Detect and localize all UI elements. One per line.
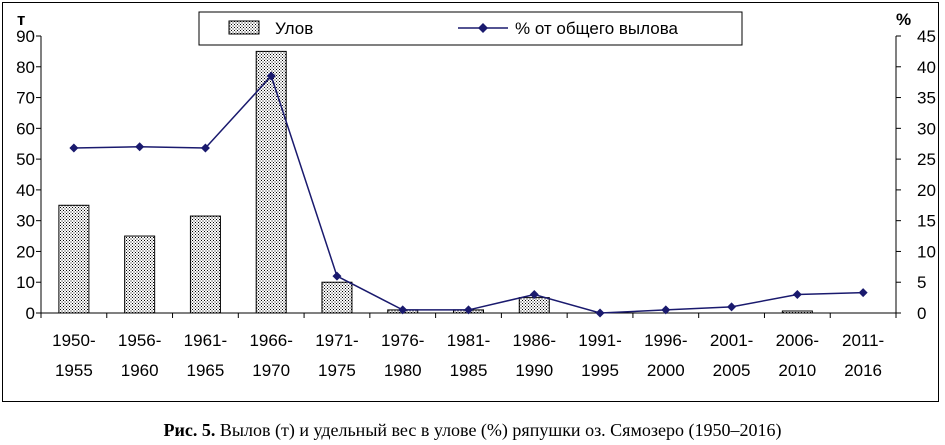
x-tick-label-line2: 1975 xyxy=(318,361,356,380)
x-tick-label-line2: 1965 xyxy=(187,361,225,380)
x-tick-label-line2: 1995 xyxy=(581,361,619,380)
figure-label: Рис. 5. xyxy=(163,420,216,440)
axes-group xyxy=(36,35,901,318)
y-right-tick-label: 0 xyxy=(917,304,926,323)
y-right-tick-label: 10 xyxy=(917,242,936,261)
line-marker xyxy=(661,305,671,315)
labels-group: 0 10 20 30 40 50 60 70 80 90 0 5 10 15 20 25 30 35 40 45 195… xyxy=(16,27,936,380)
y-left-tick-label: 40 xyxy=(16,181,35,200)
x-tick-label-line2: 1980 xyxy=(384,361,422,380)
y-left-tick-label: 60 xyxy=(16,119,35,138)
line-series-group xyxy=(69,71,868,318)
x-tick-label-line1: 1991- xyxy=(578,331,621,350)
y-right-tick-label: 35 xyxy=(917,89,936,108)
chart-svg: 0 10 20 30 40 50 60 70 80 90 0 5 10 15 20 25 30 35 40 45 195… xyxy=(16,10,936,380)
y-left-tick-label: 20 xyxy=(16,242,35,261)
y-right-tick-label: 15 xyxy=(917,212,936,231)
y-left-tick-label: 30 xyxy=(16,212,35,231)
y-left-tick-label: 0 xyxy=(26,304,35,323)
y-right-tick-label: 45 xyxy=(917,27,936,46)
line-marker xyxy=(727,302,737,312)
x-tick-label-line2: 1985 xyxy=(450,361,488,380)
y-right-tick-label: 40 xyxy=(917,58,936,77)
x-tick-label-line1: 1961- xyxy=(184,331,227,350)
y-right-unit: % xyxy=(896,10,911,29)
x-tick-label-line1: 1986- xyxy=(513,331,556,350)
bar xyxy=(124,235,156,314)
x-tick-label-line2: 2005 xyxy=(713,361,751,380)
bar xyxy=(189,215,221,314)
bars-group xyxy=(58,50,813,314)
legend-bar-label: Улов xyxy=(275,19,313,38)
x-tick-label-line1: 1971- xyxy=(315,331,358,350)
figure-caption-text: Вылов (т) и удельный вес в улове (%) ряп… xyxy=(219,420,782,440)
legend-line-label: % от общего вылова xyxy=(515,19,679,38)
x-tick-label-line1: 1996- xyxy=(644,331,687,350)
bar xyxy=(58,204,90,314)
line-marker xyxy=(792,290,802,300)
y-right-tick-label: 5 xyxy=(917,273,926,292)
bar xyxy=(781,310,813,314)
bar xyxy=(321,281,353,314)
legend: Улов % от общего вылова xyxy=(198,11,743,46)
line-marker xyxy=(266,71,276,81)
chart-frame: 0 10 20 30 40 50 60 70 80 90 0 5 10 15 20 25 30 35 40 45 195… xyxy=(2,2,939,402)
x-tick-label-line2: 1960 xyxy=(121,361,159,380)
x-tick-label-line1: 1956- xyxy=(118,331,161,350)
y-right-tick-label: 25 xyxy=(917,150,936,169)
x-tick-label-line1: 1981- xyxy=(447,331,490,350)
y-left-tick-label: 80 xyxy=(16,58,35,77)
y-right-tick-label: 20 xyxy=(917,181,936,200)
legend-bar-swatch xyxy=(228,20,260,35)
line-marker xyxy=(200,143,210,153)
x-tick-label-line2: 2016 xyxy=(844,361,882,380)
x-tick-label-line1: 1976- xyxy=(381,331,424,350)
line-marker xyxy=(398,305,408,315)
y-left-tick-label: 50 xyxy=(16,150,35,169)
line-marker xyxy=(332,271,342,281)
x-tick-label-line1: 1950- xyxy=(52,331,95,350)
x-tick-label-line2: 2000 xyxy=(647,361,685,380)
bar xyxy=(255,50,287,314)
line-marker xyxy=(595,308,605,318)
y-left-tick-label: 10 xyxy=(16,273,35,292)
y-left-unit: т xyxy=(17,10,25,29)
x-tick-label-line2: 1970 xyxy=(252,361,290,380)
x-tick-label-line1: 2001- xyxy=(710,331,753,350)
y-right-tick-label: 30 xyxy=(917,119,936,138)
line-marker xyxy=(858,288,868,298)
x-tick-label-line1: 1966- xyxy=(249,331,292,350)
line-marker xyxy=(69,143,79,153)
x-tick-label-line2: 1990 xyxy=(515,361,553,380)
x-tick-label-line1: 2006- xyxy=(776,331,819,350)
bar xyxy=(518,297,550,314)
line-marker xyxy=(464,305,473,315)
figure-caption: Рис. 5. Вылов (т) и удельный вес в улове… xyxy=(0,420,945,441)
y-left-tick-label: 90 xyxy=(16,27,35,46)
x-tick-label-line2: 2010 xyxy=(778,361,816,380)
x-tick-label-line1: 2011- xyxy=(842,331,884,350)
line-marker xyxy=(529,290,539,300)
x-tick-label-line2: 1955 xyxy=(55,361,93,380)
legend-line-marker xyxy=(478,23,488,33)
line-marker xyxy=(135,142,145,152)
y-left-tick-label: 70 xyxy=(16,89,35,108)
